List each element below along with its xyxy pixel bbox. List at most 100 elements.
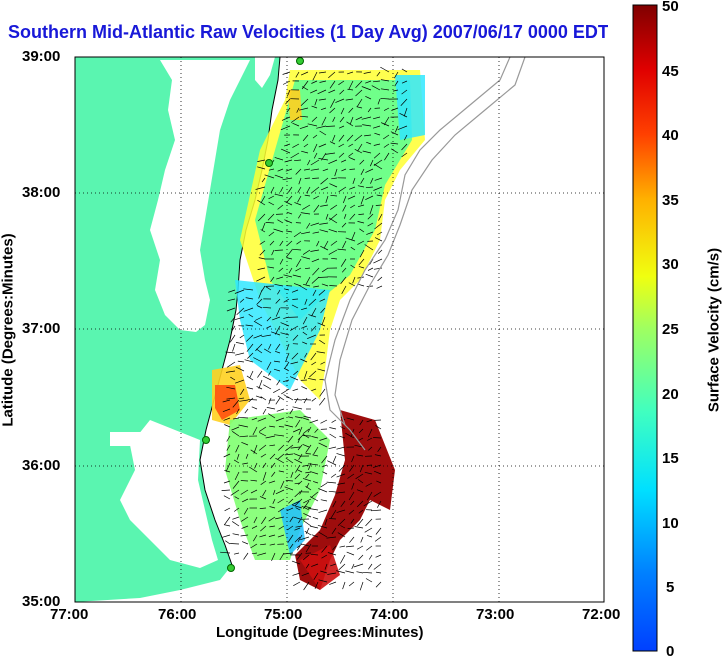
velocity-arrow — [337, 453, 346, 456]
velocity-arrow — [245, 409, 248, 413]
velocity-arrow — [376, 528, 381, 535]
colorbar — [633, 5, 657, 651]
velocity-arrow — [377, 286, 382, 288]
velocity-arrow — [287, 397, 293, 400]
velocity-arrow — [368, 268, 373, 271]
velocity-arrow — [363, 572, 372, 573]
velocity-arrow — [238, 417, 248, 418]
colorbar-tick-label: 35 — [662, 192, 679, 209]
velocity-arrow — [301, 386, 307, 389]
velocity-arrow — [236, 342, 244, 344]
velocity-arrow — [302, 400, 311, 401]
velocity-arrow — [306, 454, 311, 455]
colorbar-tick-label: 50 — [662, 0, 679, 15]
velocity-arrow — [360, 582, 363, 590]
velocity-arrow — [332, 420, 336, 423]
velocity-arrow — [224, 425, 230, 428]
velocity-arrow — [293, 582, 300, 586]
velocity-arrow — [295, 398, 298, 403]
velocity-arrow — [366, 519, 373, 526]
velocity-arrow — [244, 553, 249, 560]
velocity-arrow — [225, 541, 230, 544]
y-tick-label: 35:00 — [22, 593, 60, 610]
velocity-arrow — [250, 371, 253, 378]
velocity-arrow — [304, 398, 307, 403]
velocity-arrow — [369, 555, 372, 560]
x-tick-label: 72:00 — [582, 606, 620, 623]
colorbar-tick-label: 5 — [666, 579, 674, 596]
velocity-arrow — [361, 537, 363, 543]
velocity-arrow — [365, 528, 372, 532]
velocity-arrow — [318, 277, 328, 278]
velocity-arrow — [222, 490, 230, 491]
velocity-arrow — [232, 521, 239, 526]
velocity-arrow — [354, 564, 363, 567]
x-tick-label: 76:00 — [158, 606, 196, 623]
velocity-arrow — [371, 510, 381, 511]
velocity-arrow — [224, 496, 230, 499]
velocity-arrow — [378, 277, 382, 281]
velocity-arrow — [283, 72, 290, 75]
velocity-arrow — [349, 537, 354, 543]
velocity-arrow — [275, 250, 283, 251]
velocity-arrow — [312, 178, 319, 179]
colorbar-tick-label: 45 — [662, 63, 679, 80]
velocity-arrow — [367, 535, 372, 537]
velocity-arrow — [373, 438, 381, 439]
velocity-arrow — [368, 564, 372, 569]
velocity-arrow — [312, 398, 316, 401]
station-marker — [228, 565, 235, 572]
velocity-arrow — [337, 447, 346, 449]
velocity-arrow — [302, 436, 311, 437]
velocity-arrow — [263, 409, 266, 414]
velocity-arrow — [376, 582, 381, 587]
velocity-arrow — [319, 510, 328, 513]
station-marker — [297, 58, 304, 65]
colorbar-tick-label: 20 — [662, 386, 679, 403]
velocity-arrow — [366, 274, 373, 277]
y-tick-label: 36:00 — [22, 457, 60, 474]
velocity-arrow — [331, 474, 336, 478]
y-tick-label: 39:00 — [22, 48, 60, 65]
velocity-arrow — [321, 500, 327, 501]
velocity-arrow — [327, 461, 336, 465]
velocity-arrow — [321, 483, 327, 487]
velocity-arrow — [357, 572, 364, 573]
velocity-arrow — [233, 344, 236, 352]
velocity-arrow — [329, 582, 336, 585]
velocity-arrow — [333, 456, 336, 463]
velocity-arrow — [329, 428, 336, 430]
velocity-arrow — [224, 517, 230, 525]
velocity-arrow — [319, 398, 325, 405]
velocity-arrow — [234, 553, 239, 554]
velocity-arrow — [330, 434, 336, 438]
velocity-arrow — [347, 552, 354, 555]
x-tick-label: 73:00 — [476, 606, 514, 623]
velocity-arrow — [267, 407, 275, 409]
velocity-arrow — [378, 250, 382, 254]
velocity-arrow — [235, 353, 244, 355]
velocity-arrow — [222, 535, 230, 537]
velocity-arrow — [269, 398, 271, 404]
velocity-arrow — [343, 582, 345, 589]
colorbar-tick-label: 40 — [662, 127, 679, 144]
velocity-arrow — [374, 268, 382, 269]
velocity-arrow — [329, 519, 336, 520]
velocity-arrow — [263, 376, 271, 380]
velocity-arrow — [310, 526, 318, 528]
velocity-arrow — [366, 579, 372, 583]
velocity-arrow — [305, 178, 310, 179]
velocity-arrow — [252, 407, 257, 409]
velocity-arrow — [225, 508, 230, 511]
velocity-arrow — [257, 371, 262, 378]
colorbar-tick-label: 0 — [666, 643, 674, 660]
velocity-arrow — [367, 465, 372, 466]
velocity-arrow — [238, 361, 244, 362]
y-tick-label: 37:00 — [22, 320, 60, 337]
velocity-arrow — [357, 546, 363, 549]
velocity-arrow — [232, 517, 239, 519]
velocity-arrow — [350, 169, 356, 170]
velocity-arrow — [355, 527, 364, 529]
colorbar-tick-label: 10 — [662, 515, 679, 532]
